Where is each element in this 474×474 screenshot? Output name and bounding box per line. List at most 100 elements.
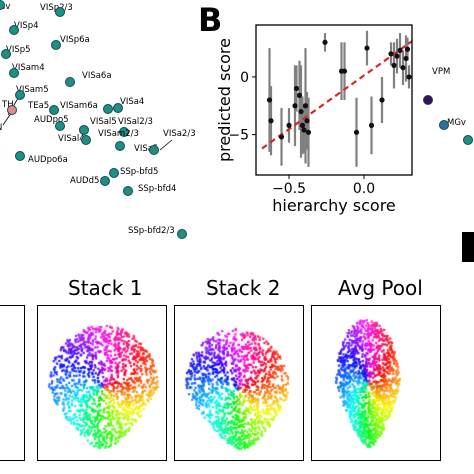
- node-label-audpo5: AUDpo5: [34, 115, 69, 125]
- node-label-n: N: [0, 124, 2, 133]
- node-dot-visp6a: [51, 40, 61, 50]
- node-dot-visam5: [15, 90, 25, 100]
- stack1-embedding-scatter: [38, 306, 165, 459]
- node-label-sspbfd5: SSp-bfd5: [120, 167, 159, 177]
- node-label-sspbfd4: SSp-bfd4: [138, 184, 177, 194]
- node-label-visal4: VISal4: [58, 134, 85, 144]
- ytick-label-0: −5: [228, 128, 249, 144]
- node-dot-visam23: [115, 141, 125, 151]
- avgpool-title: Avg Pool: [338, 276, 423, 300]
- data-point-23: [397, 47, 403, 53]
- node-dot-visp23: [55, 7, 65, 17]
- data-point-5: [293, 85, 300, 92]
- data-point-21: [391, 62, 397, 68]
- panel-d-letter-fragment: [462, 232, 474, 262]
- data-point-15: [341, 68, 348, 74]
- node-dot-visam6a: [103, 104, 113, 114]
- node-label-visam4: VISam4: [12, 63, 45, 73]
- data-point-18: [368, 122, 375, 128]
- data-point-22: [394, 53, 400, 59]
- node-dot-visa5: [149, 145, 159, 155]
- data-point-17: [364, 45, 370, 51]
- node-dot-sspbfd5: [109, 168, 119, 178]
- node-label-visa4: VISa4: [120, 97, 145, 107]
- stack2-title: Stack 2: [206, 276, 281, 300]
- panel-c-left-frame: [0, 305, 25, 461]
- fit-line: [261, 40, 413, 150]
- stack1-frame: [37, 305, 167, 461]
- data-point-20: [388, 51, 394, 57]
- data-point-11: [304, 118, 310, 124]
- data-point-12: [305, 129, 312, 135]
- node-label-visa23: VISa2/3: [163, 129, 196, 139]
- panel-b-letter: B: [198, 1, 223, 39]
- xtick-label-1: 0.0: [353, 181, 375, 197]
- x-axis-label: hierarchy score: [272, 196, 396, 215]
- stack2-frame: [174, 305, 304, 461]
- data-point-8: [299, 122, 306, 128]
- edge-visa5: [159, 139, 173, 151]
- data-point-3: [286, 122, 292, 128]
- node-label-tea5: TEa5: [28, 101, 50, 111]
- data-point-25: [403, 55, 409, 62]
- node-dot-visa4: [113, 103, 123, 113]
- node-label-visp6a: VISp6a: [60, 35, 90, 45]
- node-label-visam23: VISam2/3: [98, 129, 139, 139]
- node-dot-visal23: [119, 127, 129, 137]
- data-point-13: [322, 39, 328, 45]
- node-label-mgv: MGv: [447, 118, 466, 128]
- node-dot-audpo6a: [15, 151, 25, 161]
- y-axis-label: predicted score: [215, 38, 234, 162]
- data-point-2: [278, 134, 285, 140]
- node-dot-visp4: [9, 25, 19, 35]
- node-label-lgv: LGv: [0, 2, 11, 12]
- node-label-audd5: AUDd5: [70, 176, 100, 186]
- node-dot-visam4: [9, 68, 19, 78]
- avgpool-frame: [311, 305, 441, 461]
- plot-frame: [255, 24, 413, 176]
- node-label-visa6a: VISa6a: [82, 71, 112, 81]
- node-label-visp4: VISp4: [14, 21, 39, 31]
- node-dot-sspbfd23: [177, 229, 187, 239]
- node-dot-visal5: [79, 125, 89, 135]
- avgpool-embedding-scatter: [312, 306, 439, 459]
- node-dot-visa6a: [65, 77, 75, 87]
- node-label-vpm: VPM: [432, 67, 451, 77]
- node-dot-extra: [463, 135, 473, 145]
- data-point-24: [400, 65, 406, 71]
- node-label-visa5: VISa5: [134, 144, 159, 154]
- data-point-27: [406, 74, 412, 80]
- node-label-visal23: VISal2/3: [118, 117, 153, 127]
- node-label-sspbfd23: SSp-bfd2/3: [128, 226, 175, 236]
- node-label-audpo6a: AUDpo6a: [28, 155, 68, 165]
- data-point-1: [268, 118, 274, 124]
- data-point-10: [302, 103, 309, 109]
- stack1-title: Stack 1: [68, 276, 143, 300]
- data-point-9: [301, 127, 307, 133]
- node-dot-audpo5: [55, 121, 65, 131]
- node-label-visp5: VISp5: [6, 45, 31, 55]
- node-dot-tea5: [49, 105, 59, 115]
- node-dot-mgv: [439, 120, 449, 130]
- node-dot-audd5: [100, 176, 110, 186]
- data-point-0: [266, 97, 273, 103]
- xtick-label-0: −0.5: [272, 181, 306, 197]
- data-point-6: [296, 92, 303, 98]
- node-dot-vpm: [423, 95, 433, 105]
- panel-b-chart: −0.5 0.0 −5 0 hierarchy score predicted score: [215, 24, 413, 215]
- node-dot-visp5: [1, 49, 11, 59]
- node-dot-sspbfd4: [123, 186, 133, 196]
- node-dot-visal4: [81, 135, 91, 145]
- node-label-visam6a: VISam6a: [60, 101, 98, 111]
- stack2-embedding-scatter: [175, 306, 302, 459]
- ytick-label-1: 0: [240, 70, 249, 86]
- data-point-4: [292, 103, 298, 109]
- data-point-7: [298, 108, 304, 115]
- node-dot-th: [7, 105, 17, 115]
- data-point-19: [379, 97, 385, 103]
- data-point-16: [353, 129, 360, 135]
- node-label-visal5: VISal5: [90, 117, 117, 127]
- data-point-26: [404, 46, 411, 52]
- node-label-visam5: VISam5: [16, 85, 49, 95]
- node-label-th: TH: [2, 100, 14, 110]
